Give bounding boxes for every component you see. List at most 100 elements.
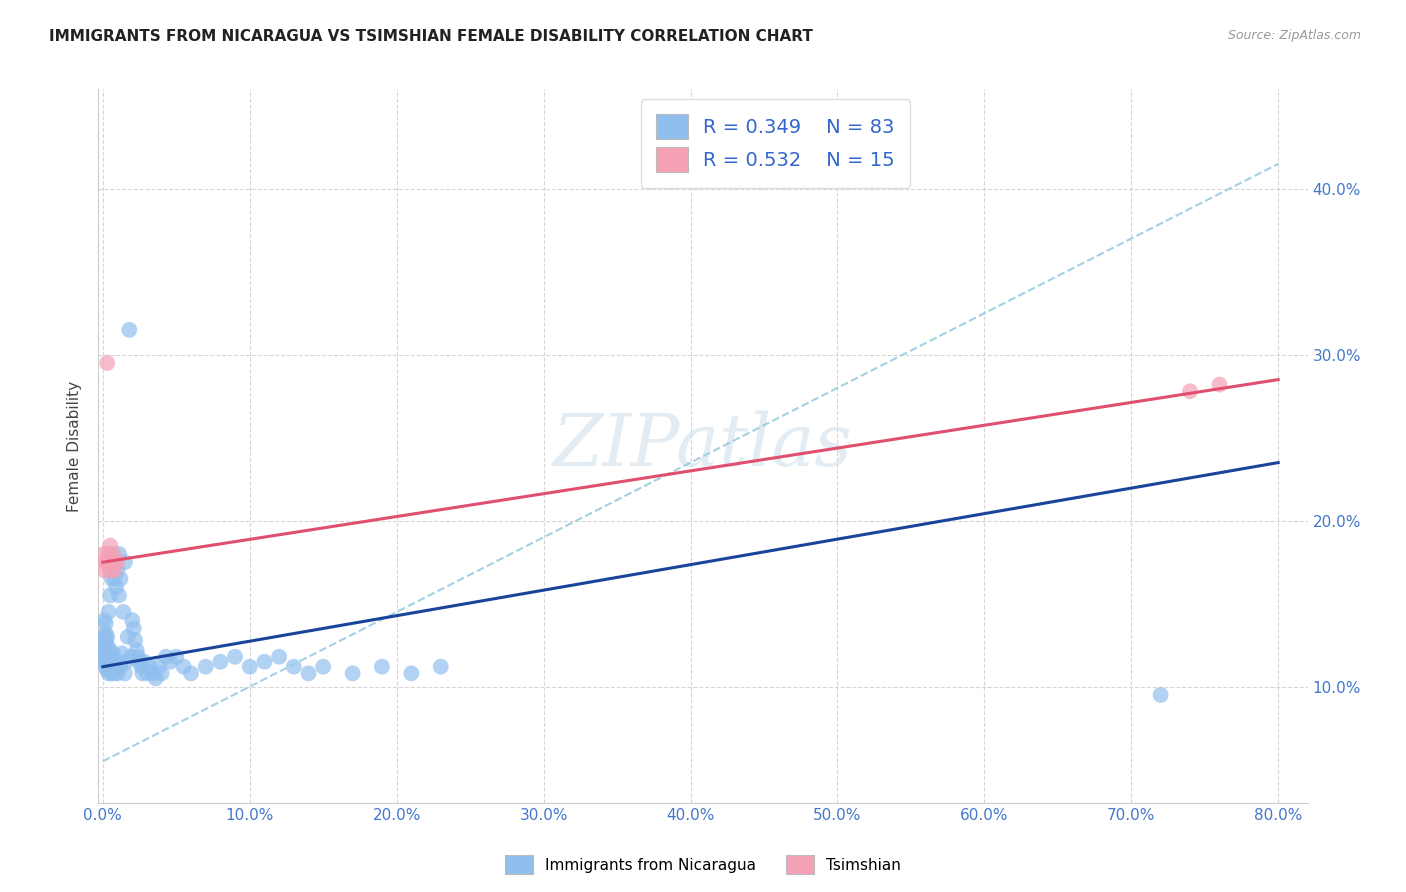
- Point: [96, 638, 118, 652]
- Point: [101, 555, 124, 569]
- Point: [94, 616, 117, 631]
- Point: [110, 572, 132, 586]
- Point: [93, 655, 115, 669]
- Point: [96, 663, 118, 677]
- Point: [100, 655, 122, 669]
- Point: [342, 666, 364, 681]
- Point: [97, 605, 120, 619]
- Point: [98, 588, 121, 602]
- Point: [209, 655, 232, 669]
- Point: [371, 659, 394, 673]
- Point: [93, 630, 115, 644]
- Point: [114, 666, 136, 681]
- Point: [122, 622, 145, 636]
- Point: [98, 643, 121, 657]
- Point: [101, 547, 124, 561]
- Point: [107, 666, 129, 681]
- Point: [224, 649, 246, 664]
- Point: [94, 555, 117, 569]
- Point: [108, 588, 131, 602]
- Text: ZIPatlas: ZIPatlas: [553, 410, 853, 482]
- Point: [1178, 384, 1201, 399]
- Point: [194, 659, 217, 673]
- Point: [97, 666, 120, 681]
- Point: [97, 658, 120, 673]
- Point: [131, 666, 153, 681]
- Point: [159, 655, 181, 669]
- Point: [142, 666, 165, 681]
- Point: [1150, 688, 1173, 702]
- Point: [96, 655, 118, 669]
- Point: [93, 613, 115, 627]
- Point: [93, 647, 115, 661]
- Point: [135, 666, 157, 681]
- Point: [125, 643, 148, 657]
- Point: [98, 659, 121, 673]
- Point: [127, 649, 149, 664]
- Point: [105, 580, 128, 594]
- Point: [145, 671, 167, 685]
- Point: [155, 649, 177, 664]
- Point: [100, 666, 122, 681]
- Point: [101, 555, 124, 569]
- Point: [124, 633, 146, 648]
- Point: [1208, 377, 1230, 392]
- Point: [165, 649, 187, 664]
- Point: [105, 663, 128, 677]
- Point: [94, 626, 117, 640]
- Point: [98, 564, 121, 578]
- Point: [150, 666, 173, 681]
- Legend: Immigrants from Nicaragua, Tsimshian: Immigrants from Nicaragua, Tsimshian: [499, 849, 907, 880]
- Point: [98, 651, 121, 665]
- Point: [121, 613, 143, 627]
- Point: [98, 539, 121, 553]
- Point: [94, 633, 117, 648]
- Point: [108, 547, 131, 561]
- Point: [94, 643, 117, 657]
- Point: [97, 547, 120, 561]
- Point: [148, 659, 170, 673]
- Point: [96, 356, 118, 370]
- Point: [283, 659, 305, 673]
- Point: [117, 630, 139, 644]
- Point: [103, 572, 125, 586]
- Point: [312, 659, 335, 673]
- Point: [112, 605, 135, 619]
- Point: [269, 649, 291, 664]
- Point: [100, 555, 122, 569]
- Point: [100, 572, 122, 586]
- Point: [118, 323, 141, 337]
- Point: [132, 655, 155, 669]
- Point: [94, 659, 117, 673]
- Point: [94, 649, 117, 664]
- Point: [96, 630, 118, 644]
- Point: [429, 659, 451, 673]
- Text: IMMIGRANTS FROM NICARAGUA VS TSIMSHIAN FEMALE DISABILITY CORRELATION CHART: IMMIGRANTS FROM NICARAGUA VS TSIMSHIAN F…: [49, 29, 813, 44]
- Point: [115, 655, 138, 669]
- Point: [93, 547, 115, 561]
- Point: [103, 666, 125, 681]
- Point: [401, 666, 423, 681]
- Point: [96, 555, 118, 569]
- Point: [107, 564, 129, 578]
- Point: [101, 647, 124, 661]
- Point: [239, 659, 262, 673]
- Point: [128, 655, 150, 669]
- Point: [120, 649, 142, 664]
- Y-axis label: Female Disability: Female Disability: [67, 380, 83, 512]
- Point: [103, 653, 125, 667]
- Point: [96, 647, 118, 661]
- Legend: R = 0.349    N = 83, R = 0.532    N = 15: R = 0.349 N = 83, R = 0.532 N = 15: [641, 99, 910, 188]
- Text: Source: ZipAtlas.com: Source: ZipAtlas.com: [1227, 29, 1361, 42]
- Point: [139, 659, 162, 673]
- Point: [297, 666, 319, 681]
- Point: [93, 638, 115, 652]
- Point: [103, 564, 125, 578]
- Point: [180, 666, 202, 681]
- Point: [101, 659, 124, 673]
- Point: [253, 655, 276, 669]
- Point: [114, 555, 136, 569]
- Point: [129, 659, 152, 673]
- Point: [97, 649, 120, 664]
- Point: [110, 659, 132, 673]
